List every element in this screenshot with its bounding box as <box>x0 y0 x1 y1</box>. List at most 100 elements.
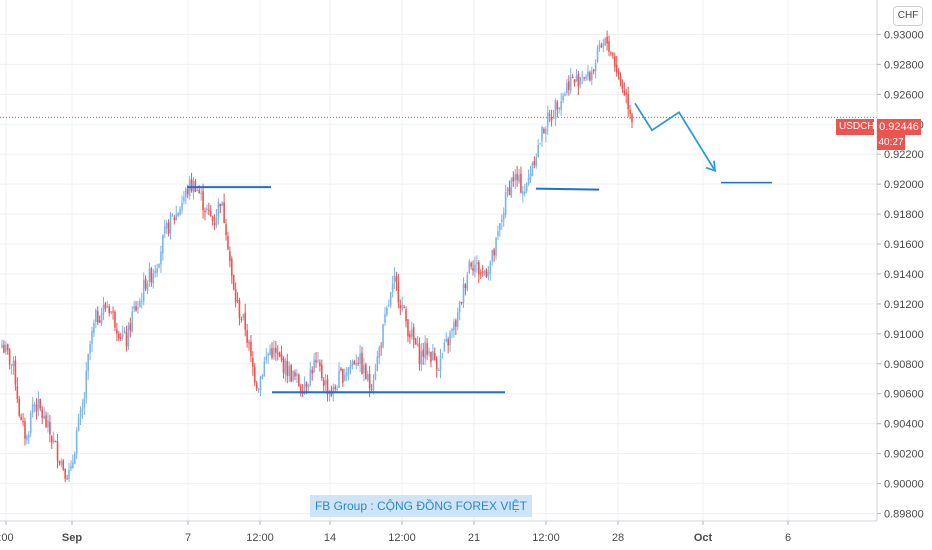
candle-body <box>374 372 377 380</box>
candle-body <box>495 237 497 256</box>
candle-body <box>284 359 287 375</box>
candle-body <box>28 434 30 438</box>
candle-body <box>615 64 618 73</box>
candle-body <box>407 319 409 337</box>
candle-body <box>485 269 488 278</box>
candle-body <box>548 114 551 116</box>
candle-body <box>420 351 423 365</box>
candle-body <box>384 314 386 323</box>
candle-body <box>238 300 241 319</box>
candle-body <box>52 439 55 442</box>
candle-body <box>148 268 151 283</box>
candle-body <box>455 320 457 327</box>
candle-body <box>171 215 174 217</box>
candle-body <box>422 349 425 357</box>
candle-body <box>464 284 467 288</box>
candle-body <box>309 369 312 386</box>
candle-body <box>338 370 340 388</box>
candle-body <box>72 462 74 468</box>
candle-body <box>543 129 545 133</box>
candle-body <box>43 415 45 420</box>
candle-body <box>3 344 5 353</box>
currency-badge[interactable]: CHF <box>893 6 923 26</box>
candle-body <box>581 75 584 77</box>
candle-body <box>104 303 107 309</box>
candle-body <box>612 53 614 56</box>
candle-body <box>83 398 86 408</box>
candle-body <box>468 261 471 273</box>
candle-body <box>112 311 114 313</box>
candle-body <box>428 351 430 354</box>
candle-body <box>169 213 172 234</box>
candle-body <box>361 352 363 374</box>
y-tick-label: 0.90600 <box>884 389 924 401</box>
candle-body <box>77 417 80 431</box>
candle-body <box>562 95 564 101</box>
candle-body <box>598 43 601 49</box>
candle-body <box>190 179 193 191</box>
candle-body <box>200 192 202 194</box>
candle-body <box>558 108 561 110</box>
candle-body <box>261 375 264 379</box>
candle-body <box>29 413 32 433</box>
grid <box>0 0 877 521</box>
candle-body <box>22 421 24 423</box>
candle-body <box>179 208 181 215</box>
candle-body <box>58 460 61 464</box>
candle-body <box>6 344 9 351</box>
candle-body <box>355 363 358 366</box>
candle-body <box>596 48 599 62</box>
candle-body <box>629 109 631 114</box>
candle-body <box>118 333 120 339</box>
candle-body <box>566 82 568 94</box>
candle-body <box>276 353 279 355</box>
candle-body <box>211 216 214 221</box>
candle-body <box>594 62 597 72</box>
candle-body <box>307 384 310 387</box>
candle-body <box>156 268 158 273</box>
breakout-line[interactable] <box>535 187 600 191</box>
projection-path[interactable] <box>634 102 716 172</box>
candle-body <box>49 422 51 435</box>
candle-body <box>564 94 566 96</box>
candle-body <box>441 353 444 355</box>
candle-body <box>240 318 243 320</box>
candle-body <box>280 354 283 360</box>
candle-body <box>365 364 367 379</box>
candle-body <box>154 270 156 274</box>
candle-body <box>343 375 346 381</box>
y-tick-label: 0.92000 <box>884 179 924 191</box>
candle-body <box>345 372 348 377</box>
candle-body <box>424 341 426 359</box>
candle-body <box>229 251 231 262</box>
candle-body <box>305 382 308 387</box>
candle-body <box>106 306 109 308</box>
candle-body <box>430 351 432 363</box>
candle-body <box>259 376 262 390</box>
candle-body <box>391 283 394 293</box>
candle-body <box>219 203 222 207</box>
bar-countdown: 40:27 <box>877 135 905 150</box>
candle-body <box>313 359 315 373</box>
candle-body <box>121 334 124 338</box>
candle-body <box>140 301 143 303</box>
candle-body <box>479 272 482 274</box>
candle-body <box>386 307 388 315</box>
candle-body <box>87 354 89 372</box>
candle-body <box>56 441 59 461</box>
candle-body <box>108 306 111 313</box>
candle-body <box>587 71 589 77</box>
candle-body <box>208 209 210 211</box>
candle-body <box>518 174 520 182</box>
candle-body <box>610 52 612 54</box>
candle-body <box>24 421 26 439</box>
candle-body <box>546 112 549 127</box>
candle-body <box>456 312 459 328</box>
candle-body <box>186 188 189 195</box>
candle-body <box>368 374 371 389</box>
y-tick-label: 0.92800 <box>884 59 924 71</box>
candle-body <box>299 386 302 392</box>
candle-body <box>514 174 516 181</box>
